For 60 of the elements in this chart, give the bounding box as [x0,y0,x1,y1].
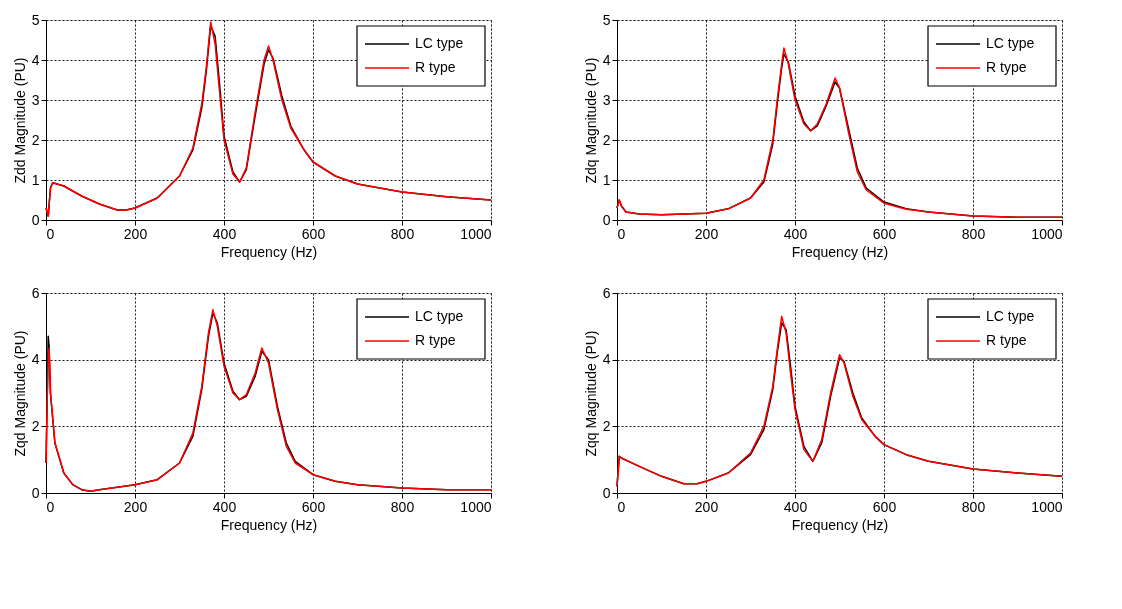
y-axis-title: Zdq Magnitude (PU) [582,57,599,184]
x-tick-label: 200 [123,225,148,242]
y-tick-label: 4 [31,51,40,68]
y-tick-label: 4 [602,351,611,368]
x-tick-label: 1000 [460,498,492,515]
x-axis-title: Frequency (Hz) [220,243,318,260]
y-tick-label: 0 [602,484,611,501]
x-tick-label: 600 [301,225,326,242]
y-tick-label: 1 [602,171,611,188]
x-tick-label: 200 [694,498,719,515]
y-tick-label: 0 [31,484,40,501]
legend-label: LC type [986,308,1035,324]
y-tick-label: 3 [602,91,611,108]
x-tick-label: 0 [46,498,55,515]
x-tick-label: 1000 [1031,225,1063,242]
x-tick-label: 1000 [1031,498,1063,515]
y-tick-label: 0 [602,211,611,228]
x-axis-title: Frequency (Hz) [791,243,889,260]
x-tick-label: 600 [301,498,326,515]
x-axis-title: Frequency (Hz) [791,516,889,533]
y-tick-label: 4 [602,51,611,68]
legend-label: R type [986,332,1027,348]
x-tick-label: 200 [694,225,719,242]
y-axis-title: Zqq Magnitude (PU) [582,330,599,457]
legend-label: R type [986,59,1027,75]
x-tick-label: 400 [212,225,237,242]
x-tick-label: 600 [872,225,897,242]
y-tick-label: 5 [31,11,40,28]
y-tick-label: 0 [31,211,40,228]
x-tick-label: 600 [872,498,897,515]
x-tick-label: 0 [617,225,626,242]
legend-label: LC type [415,308,464,324]
x-axis-title: Frequency (Hz) [220,516,318,533]
x-tick-label: 0 [617,498,626,515]
legend-label: LC type [415,35,464,51]
y-tick-label: 2 [602,131,611,148]
x-tick-label: 400 [783,498,808,515]
y-tick-label: 4 [31,351,40,368]
x-tick-label: 200 [123,498,148,515]
legend-label: R type [415,332,456,348]
y-tick-label: 2 [31,417,40,434]
x-tick-label: 400 [212,498,237,515]
x-tick-label: 400 [783,225,808,242]
x-tick-label: 800 [390,225,415,242]
x-tick-label: 0 [46,225,55,242]
y-axis-title: Zqd Magnitude (PU) [11,330,28,457]
y-tick-label: 3 [31,91,40,108]
y-tick-label: 6 [602,284,611,301]
y-tick-label: 6 [31,284,40,301]
y-axis-title: Zdd Magnitude (PU) [11,57,28,184]
y-tick-label: 1 [31,171,40,188]
legend-label: LC type [986,35,1035,51]
y-tick-label: 2 [31,131,40,148]
y-tick-label: 5 [602,11,611,28]
y-tick-label: 2 [602,417,611,434]
x-tick-label: 800 [390,498,415,515]
x-tick-label: 1000 [460,225,492,242]
x-tick-label: 800 [961,225,986,242]
x-tick-label: 800 [961,498,986,515]
legend-label: R type [415,59,456,75]
